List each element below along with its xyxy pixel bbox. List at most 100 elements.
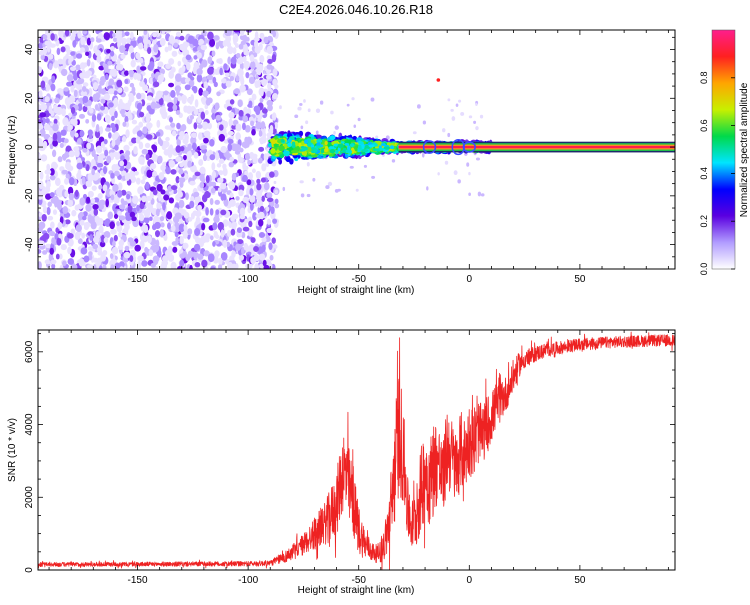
noise-blob: [91, 168, 96, 176]
noise-blob: [38, 50, 45, 56]
noise-blob: [222, 163, 227, 170]
noise-blob: [248, 220, 253, 228]
noise-blob: [170, 169, 177, 175]
noise-blob: [82, 82, 89, 87]
noise-blob: [246, 179, 252, 186]
noise-blob: [244, 125, 251, 133]
noise-blob: [125, 129, 130, 138]
noise-blob: [38, 227, 43, 233]
carrier-blob: [347, 149, 353, 154]
noise-blob: [172, 207, 179, 215]
noise-blob: [156, 183, 163, 192]
noise-blob: [97, 84, 102, 92]
noise-blob: [131, 195, 139, 205]
noise-blob: [47, 215, 54, 221]
noise-blob: [67, 232, 74, 239]
noise-blob: [45, 117, 50, 124]
noise-blob: [218, 124, 224, 131]
noise-blob: [47, 201, 52, 208]
carrier-blob: [291, 143, 296, 149]
noise-blob: [218, 170, 224, 176]
noise-blob: [233, 33, 238, 39]
noise-blob: [203, 250, 210, 257]
noise-blob: [51, 149, 57, 158]
noise-blob: [233, 30, 240, 33]
carrier-blob: [368, 144, 375, 148]
noise-blob: [49, 175, 56, 181]
noise-blob: [221, 78, 227, 84]
noise-blob: [172, 246, 178, 253]
noise-blob: [205, 233, 212, 240]
carrier-blob: [337, 147, 341, 152]
noise-blob: [175, 31, 181, 37]
noise-blob: [123, 86, 129, 93]
spectral-speck: [307, 108, 311, 113]
carrier-blob: [342, 147, 347, 153]
noise-blob: [201, 222, 206, 231]
noise-blob: [238, 109, 244, 117]
noise-blob: [117, 182, 123, 191]
spectral-speck: [363, 164, 367, 168]
noise-blob: [80, 90, 88, 97]
noise-blob: [200, 44, 208, 51]
noise-blob: [59, 30, 64, 39]
carrier-blob: [383, 146, 391, 150]
noise-blob: [104, 149, 109, 157]
noise-blob: [120, 53, 126, 60]
noise-blob: [218, 58, 223, 65]
noise-blob: [64, 219, 71, 225]
noise-blob: [195, 216, 201, 225]
y-tick-label: 40: [24, 44, 35, 56]
noise-blob: [272, 78, 278, 86]
noise-blob: [229, 156, 235, 162]
noise-blob: [136, 260, 142, 269]
noise-blob: [99, 126, 104, 135]
noise-blob: [266, 197, 274, 203]
x-tick-label: -100: [238, 575, 258, 586]
snr-series-line: [38, 331, 675, 570]
noise-blob: [58, 233, 63, 239]
noise-blob: [243, 34, 248, 43]
y-tick-label: 0: [24, 567, 35, 573]
noise-blob: [257, 157, 263, 164]
x-tick-label: -150: [128, 274, 148, 285]
noise-blob: [185, 254, 191, 262]
noise-blob: [239, 207, 246, 217]
noise-blob: [50, 231, 56, 237]
noise-blob: [63, 138, 69, 144]
noise-blob: [112, 37, 118, 43]
noise-blob: [190, 136, 197, 145]
noise-blob: [248, 244, 255, 253]
carrier-wiggle: [451, 138, 465, 156]
noise-blob: [239, 84, 246, 93]
spectral-speck: [460, 111, 465, 116]
noise-blob: [263, 153, 268, 161]
noise-blob: [178, 177, 186, 183]
noise-blob: [199, 166, 206, 175]
noise-blob: [227, 56, 232, 65]
noise-blob: [59, 142, 64, 149]
spectral-speck: [475, 103, 478, 107]
carrier-blob: [287, 142, 292, 147]
noise-blob: [97, 251, 103, 256]
noise-blob: [226, 230, 232, 238]
noise-blob: [255, 170, 262, 179]
noise-blob: [145, 153, 150, 161]
noise-blob: [207, 56, 213, 64]
noise-blob: [207, 122, 212, 130]
noise-blob: [266, 55, 272, 61]
noise-blob: [182, 230, 188, 239]
noise-blob: [38, 153, 41, 162]
noise-blob: [220, 209, 227, 216]
noise-blob: [67, 246, 72, 255]
spectral-speck: [447, 132, 451, 138]
carrier-blob: [303, 149, 308, 157]
noise-blob: [266, 45, 274, 55]
noise-blob: [75, 224, 82, 233]
noise-blob: [98, 184, 103, 190]
noise-blob: [98, 225, 104, 234]
noise-blob: [86, 142, 92, 150]
noise-blob: [188, 217, 193, 222]
noise-blob: [274, 122, 279, 130]
